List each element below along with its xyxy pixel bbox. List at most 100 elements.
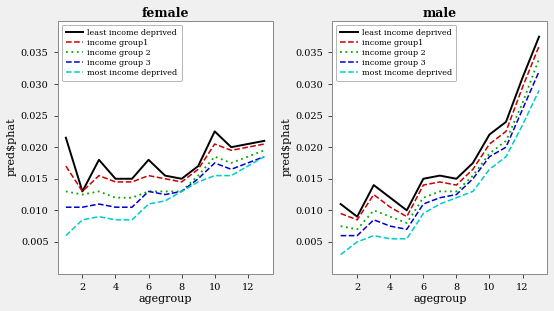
Line: income group 3: income group 3 bbox=[66, 157, 264, 207]
income group1 bbox=[129, 180, 135, 184]
least income deprived bbox=[96, 158, 102, 162]
income group1 bbox=[112, 180, 119, 184]
income group 2 bbox=[195, 174, 202, 178]
income group 2 bbox=[244, 155, 251, 159]
income group 3 bbox=[244, 161, 251, 165]
Line: most income deprived: most income deprived bbox=[66, 157, 264, 236]
Legend: least income deprived, income group1, income group 2, income group 3, most incom: least income deprived, income group1, in… bbox=[61, 25, 182, 81]
most income deprived bbox=[470, 189, 476, 193]
least income deprived bbox=[437, 174, 443, 178]
income group 2 bbox=[387, 215, 393, 219]
income group 3 bbox=[502, 145, 509, 149]
least income deprived bbox=[112, 177, 119, 181]
least income deprived bbox=[178, 177, 185, 181]
income group 3 bbox=[195, 177, 202, 181]
income group1 bbox=[145, 174, 152, 178]
income group1 bbox=[228, 148, 234, 152]
most income deprived bbox=[178, 189, 185, 193]
Line: income group 2: income group 2 bbox=[66, 150, 264, 198]
income group 3 bbox=[63, 205, 69, 209]
Line: least income deprived: least income deprived bbox=[341, 37, 539, 217]
least income deprived bbox=[195, 164, 202, 168]
most income deprived bbox=[536, 88, 542, 92]
Legend: least income deprived, income group1, income group 2, income group 3, most incom: least income deprived, income group1, in… bbox=[336, 25, 456, 81]
least income deprived bbox=[129, 177, 135, 181]
least income deprived bbox=[63, 136, 69, 140]
income group1 bbox=[371, 193, 377, 197]
least income deprived bbox=[162, 174, 168, 178]
least income deprived bbox=[486, 133, 493, 137]
income group1 bbox=[470, 167, 476, 171]
income group 3 bbox=[261, 155, 268, 159]
income group 2 bbox=[486, 152, 493, 156]
most income deprived bbox=[519, 123, 526, 127]
income group 3 bbox=[112, 205, 119, 209]
most income deprived bbox=[63, 234, 69, 238]
Title: female: female bbox=[141, 7, 189, 20]
most income deprived bbox=[244, 164, 251, 168]
income group 3 bbox=[387, 224, 393, 228]
income group 2 bbox=[112, 196, 119, 200]
Line: most income deprived: most income deprived bbox=[341, 90, 539, 255]
income group 2 bbox=[63, 189, 69, 193]
most income deprived bbox=[261, 155, 268, 159]
most income deprived bbox=[453, 196, 460, 200]
income group1 bbox=[63, 164, 69, 168]
least income deprived bbox=[387, 196, 393, 200]
income group 2 bbox=[519, 101, 526, 105]
income group1 bbox=[96, 174, 102, 178]
most income deprived bbox=[145, 202, 152, 206]
income group 3 bbox=[212, 161, 218, 165]
income group 3 bbox=[129, 205, 135, 209]
income group 2 bbox=[420, 196, 427, 200]
income group 3 bbox=[470, 177, 476, 181]
least income deprived bbox=[536, 35, 542, 39]
most income deprived bbox=[228, 174, 234, 178]
income group 2 bbox=[403, 221, 410, 225]
Y-axis label: pred$phat: pred$phat bbox=[7, 118, 17, 177]
income group1 bbox=[195, 167, 202, 171]
income group1 bbox=[519, 85, 526, 89]
most income deprived bbox=[387, 237, 393, 241]
most income deprived bbox=[403, 237, 410, 241]
least income deprived bbox=[228, 145, 234, 149]
X-axis label: agegroup: agegroup bbox=[138, 294, 192, 304]
income group 2 bbox=[536, 57, 542, 61]
income group 2 bbox=[354, 227, 361, 231]
income group 2 bbox=[337, 224, 344, 228]
Line: income group1: income group1 bbox=[341, 46, 539, 220]
least income deprived bbox=[354, 215, 361, 219]
income group 2 bbox=[502, 139, 509, 143]
least income deprived bbox=[244, 142, 251, 146]
income group 3 bbox=[420, 202, 427, 206]
income group 2 bbox=[453, 189, 460, 193]
income group 3 bbox=[228, 167, 234, 171]
income group1 bbox=[162, 177, 168, 181]
income group 3 bbox=[453, 193, 460, 197]
income group1 bbox=[261, 142, 268, 146]
Line: income group1: income group1 bbox=[66, 144, 264, 191]
income group1 bbox=[502, 129, 509, 133]
income group1 bbox=[212, 142, 218, 146]
least income deprived bbox=[371, 183, 377, 187]
most income deprived bbox=[371, 234, 377, 238]
income group 3 bbox=[178, 189, 185, 193]
least income deprived bbox=[453, 177, 460, 181]
income group 3 bbox=[486, 155, 493, 159]
most income deprived bbox=[486, 167, 493, 171]
least income deprived bbox=[212, 129, 218, 133]
most income deprived bbox=[162, 199, 168, 203]
Y-axis label: pred$phat: pred$phat bbox=[281, 118, 291, 177]
income group 3 bbox=[371, 218, 377, 222]
income group1 bbox=[536, 44, 542, 48]
X-axis label: agegroup: agegroup bbox=[413, 294, 466, 304]
most income deprived bbox=[79, 218, 86, 222]
most income deprived bbox=[96, 215, 102, 219]
income group 2 bbox=[162, 189, 168, 193]
income group 2 bbox=[145, 189, 152, 193]
income group 2 bbox=[437, 189, 443, 193]
income group1 bbox=[387, 205, 393, 209]
most income deprived bbox=[437, 202, 443, 206]
income group 2 bbox=[178, 189, 185, 193]
income group 2 bbox=[79, 193, 86, 197]
